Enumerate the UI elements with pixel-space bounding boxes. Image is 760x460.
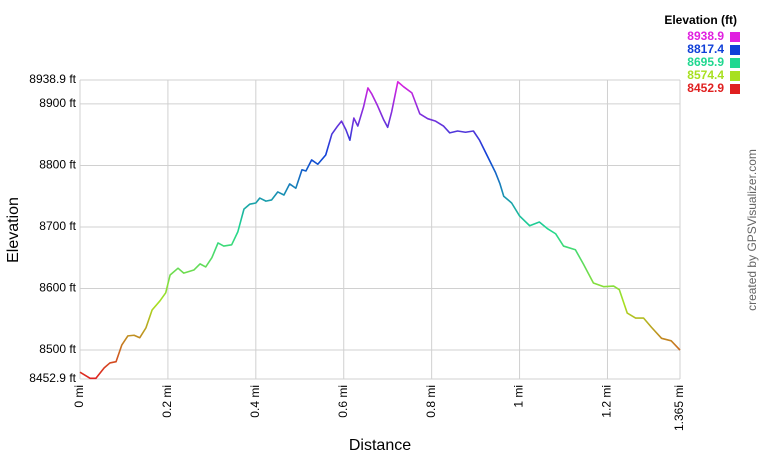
legend-label: 8695.9 <box>687 55 724 69</box>
y-tick-label: 8938.9 ft <box>29 72 76 86</box>
y-tick-label: 8600 ft <box>39 281 76 295</box>
legend-title: Elevation (ft) <box>664 13 737 27</box>
legend-swatch <box>730 32 740 42</box>
y-axis-title: Elevation <box>5 197 22 263</box>
x-tick-label: 0.2 mi <box>160 385 174 418</box>
y-tick-label: 8900 ft <box>39 96 76 110</box>
x-tick-label: 0.8 mi <box>424 385 438 418</box>
x-tick-label: 0 mi <box>72 385 86 408</box>
legend-swatch <box>730 45 740 55</box>
legend-label: 8452.9 <box>687 81 724 95</box>
x-tick-label: 1 mi <box>512 385 526 408</box>
legend-label: 8817.4 <box>687 42 724 56</box>
x-axis-title: Distance <box>349 437 411 454</box>
legend-swatch <box>730 84 740 94</box>
legend-label: 8574.4 <box>687 68 724 82</box>
legend-swatch <box>730 58 740 68</box>
legend-label: 8938.9 <box>687 29 724 43</box>
x-tick-label: 1.2 mi <box>600 385 614 418</box>
credit: created by GPSVisualizer.com <box>745 149 759 311</box>
x-tick-label: 0.6 mi <box>336 385 350 418</box>
y-tick-label: 8800 ft <box>39 158 76 172</box>
legend-swatch <box>730 71 740 81</box>
x-tick-label: 1.365 mi <box>672 385 686 431</box>
y-tick-label: 8700 ft <box>39 219 76 233</box>
y-tick-label: 8452.9 ft <box>29 371 76 385</box>
y-tick-label: 8500 ft <box>39 342 76 356</box>
x-tick-label: 0.4 mi <box>248 385 262 418</box>
elevation-line <box>79 80 681 380</box>
